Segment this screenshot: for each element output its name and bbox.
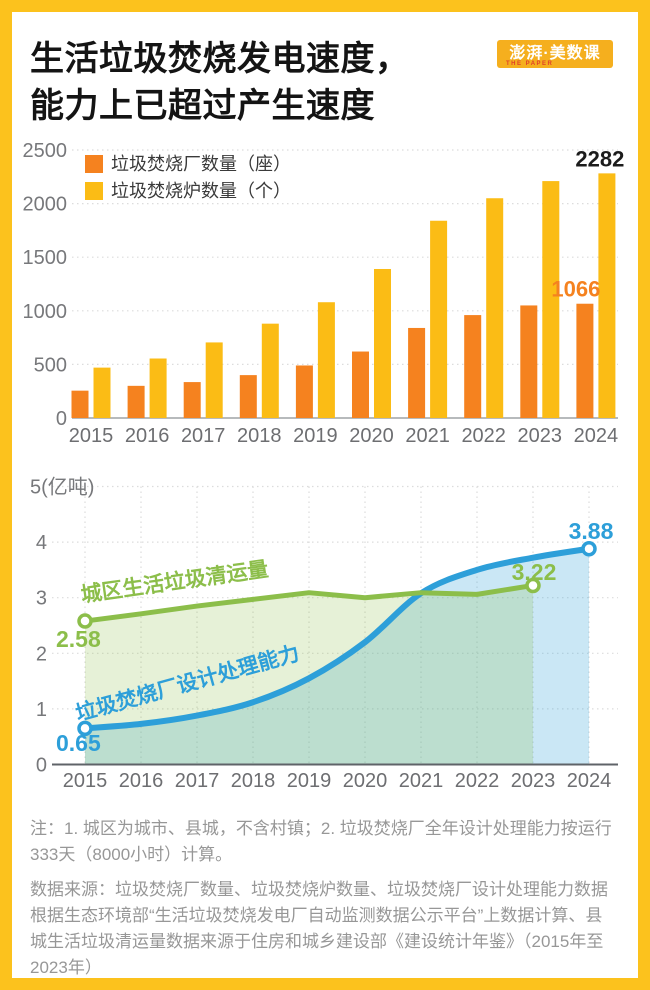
endpoint-marker bbox=[77, 613, 93, 629]
x-tick-label: 2018 bbox=[231, 770, 276, 792]
value-label-last-green: 3.22 bbox=[512, 559, 557, 585]
x-tick-label: 2015 bbox=[63, 770, 108, 792]
plant-bar bbox=[408, 327, 426, 418]
endpoint-marker bbox=[525, 577, 541, 594]
x-tick-label: 2020 bbox=[343, 770, 388, 792]
plant-bar bbox=[127, 385, 145, 418]
x-tick-label: 2023 bbox=[511, 770, 556, 792]
page-title: 生活垃圾焚烧发电速度， 能力上已超过产生速度 bbox=[30, 36, 410, 130]
y-tick-label: 3 bbox=[36, 588, 47, 610]
x-tick-label: 2021 bbox=[399, 770, 444, 792]
x-tick-label: 2021 bbox=[405, 425, 450, 447]
incinerator-bar bbox=[374, 268, 391, 418]
incinerator-bar bbox=[542, 181, 560, 418]
incinerator-bar bbox=[486, 198, 504, 418]
x-tick-label: 2015 bbox=[69, 425, 114, 447]
bar-chart: 0 500 1000 1500 2000 2500 2015 2016 2017 2018 2019… bbox=[23, 140, 625, 447]
incinerator-bar bbox=[430, 220, 448, 418]
legend-swatch bbox=[85, 155, 103, 173]
y-tick-label: 2 bbox=[36, 643, 47, 665]
legend-swatch bbox=[85, 182, 103, 200]
y-tick-label: 1500 bbox=[23, 247, 68, 269]
y-tick-label: 500 bbox=[34, 354, 67, 376]
x-tick-label: 2019 bbox=[293, 425, 338, 447]
legend-label: 垃圾焚烧炉数量（个） bbox=[111, 181, 291, 201]
x-tick-label: 2017 bbox=[175, 770, 220, 792]
thepaper-logo: 澎湃·美数课 THE PAPER bbox=[497, 40, 613, 68]
x-tick-label: 2024 bbox=[574, 425, 619, 447]
y-tick-label: 1 bbox=[36, 699, 47, 721]
endpoint-marker bbox=[77, 720, 93, 737]
x-tick-label: 2024 bbox=[567, 770, 612, 792]
x-tick-label: 2017 bbox=[181, 425, 226, 447]
incinerator-bar bbox=[93, 367, 111, 418]
data-source: 数据来源：垃圾焚烧厂数量、垃圾焚烧炉数量、垃圾焚烧厂设计处理能力数据根据生态环境… bbox=[30, 880, 608, 977]
y-tick-label: 2500 bbox=[23, 140, 68, 162]
x-tick-label: 2022 bbox=[461, 425, 506, 447]
x-tick-label: 2020 bbox=[349, 425, 394, 447]
plant-bar bbox=[464, 315, 482, 418]
plant-bar bbox=[352, 351, 369, 418]
bar-value-label: 2282 bbox=[575, 146, 624, 171]
plant-bar bbox=[183, 382, 201, 418]
data-line bbox=[82, 582, 536, 624]
y-tick-label: 0 bbox=[56, 408, 67, 430]
logo-subtext: THE PAPER bbox=[506, 61, 554, 67]
logo-text: 澎湃·美数课 bbox=[509, 45, 601, 62]
incinerator-bar bbox=[149, 358, 167, 418]
line-chart: 2015 2016 2017 2018 2019 2020 2021 2022 2023 2024… bbox=[30, 476, 618, 792]
x-tick-label: 2023 bbox=[518, 425, 563, 447]
plant-bar bbox=[520, 305, 538, 418]
x-tick-label: 2016 bbox=[119, 770, 164, 792]
incinerator-bar bbox=[598, 173, 616, 418]
x-tick-label: 2016 bbox=[125, 425, 170, 447]
incinerator-bar bbox=[261, 323, 279, 418]
y-tick-label: 0 bbox=[36, 755, 47, 777]
y-tick-label: 4 bbox=[36, 532, 47, 554]
y-tick-label: 2000 bbox=[23, 194, 68, 216]
title-line-2: 能力上已超过产生速度 bbox=[30, 87, 375, 125]
plant-bar bbox=[576, 303, 594, 418]
endpoint-marker bbox=[581, 541, 597, 557]
area-fill bbox=[85, 548, 589, 765]
footnotes: 注：1. 城区为城市、县城，不含村镇；2. 垃圾焚烧厂全年设计处理能力按运行33… bbox=[30, 816, 618, 990]
x-tick-label: 2018 bbox=[237, 425, 282, 447]
plant-bar bbox=[71, 390, 89, 418]
value-label-last-blue: 3.88 bbox=[569, 518, 614, 544]
x-tick-label: 2022 bbox=[455, 770, 500, 792]
plant-bar bbox=[295, 365, 313, 418]
title-line-1: 生活垃圾焚烧发电速度， bbox=[30, 40, 410, 78]
plant-bar bbox=[239, 375, 257, 418]
value-label-first-green: 2.58 bbox=[56, 626, 101, 652]
y-unit-label: 5(亿吨) bbox=[30, 476, 94, 499]
data-line bbox=[82, 545, 592, 732]
value-label-first-blue: 0.65 bbox=[56, 730, 101, 756]
footnote: 注：1. 城区为城市、县城，不含村镇；2. 垃圾焚烧厂全年设计处理能力按运行33… bbox=[30, 819, 612, 864]
infographic-card: 生活垃圾焚烧发电速度， 能力上已超过产生速度 澎湃·美数课 THE PAPER … bbox=[12, 12, 638, 978]
incinerator-bar bbox=[205, 342, 223, 418]
y-tick-label: 1000 bbox=[23, 301, 68, 323]
x-tick-label: 2019 bbox=[287, 770, 332, 792]
legend-label: 垃圾焚烧厂数量（座） bbox=[111, 154, 291, 174]
incinerator-bar bbox=[317, 302, 335, 418]
bar-value-label: 1066 bbox=[551, 277, 600, 302]
